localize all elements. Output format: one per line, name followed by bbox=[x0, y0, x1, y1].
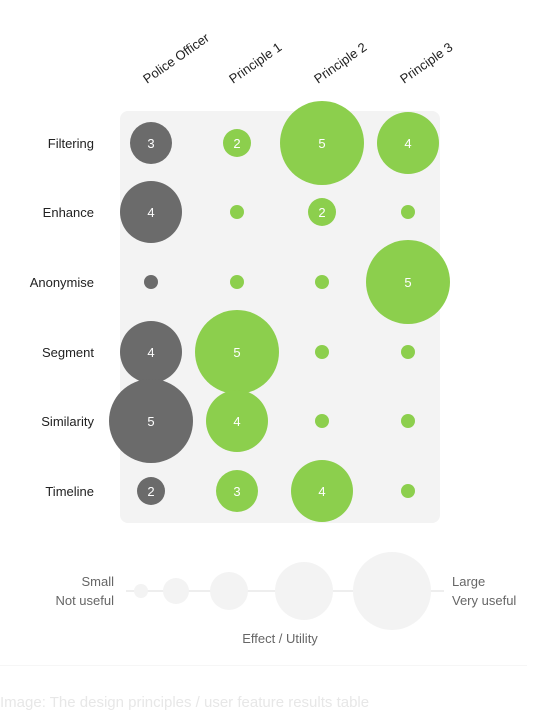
image-caption: Image: The design principles / user feat… bbox=[0, 694, 370, 711]
bubble-anonymise-principle-3 bbox=[366, 240, 450, 324]
bubble-label-filtering-principle-2: 5 bbox=[318, 136, 325, 151]
bubble-similarity-police-officer bbox=[109, 379, 193, 463]
bubble-anonymise-principle-1 bbox=[230, 275, 244, 289]
row-label-anonymise: Anonymise bbox=[30, 275, 94, 290]
bubble-segment-police-officer bbox=[120, 321, 182, 383]
column-label-principle-3: Principle 3 bbox=[397, 39, 455, 86]
matrix-panel bbox=[120, 111, 440, 523]
bubble-label-enhance-police-officer: 4 bbox=[147, 205, 154, 220]
column-label-principle-1: Principle 1 bbox=[226, 39, 284, 86]
legend-bubble-3 bbox=[210, 572, 248, 610]
bubble-similarity-principle-1 bbox=[206, 390, 268, 452]
column-label-police-officer: Police Officer bbox=[140, 30, 212, 87]
bubble-timeline-principle-1 bbox=[216, 470, 258, 512]
column-label-principle-2: Principle 2 bbox=[311, 39, 369, 86]
legend-bubble-4 bbox=[275, 562, 333, 620]
bubble-timeline-principle-2 bbox=[291, 460, 353, 522]
bubble-timeline-police-officer bbox=[137, 477, 165, 505]
bubble-label-similarity-police-officer: 5 bbox=[147, 414, 154, 429]
bubble-filtering-police-officer bbox=[130, 122, 172, 164]
bubble-filtering-principle-1 bbox=[223, 129, 251, 157]
row-labels: Filtering Enhance Anonymise Segment Similari… bbox=[30, 136, 95, 499]
bubble-enhance-principle-1 bbox=[230, 205, 244, 219]
divider bbox=[0, 665, 527, 666]
column-labels: Police Officer Principle 1 Principle 2 Prin… bbox=[140, 30, 455, 87]
bubble-label-anonymise-principle-3: 5 bbox=[404, 275, 411, 290]
legend-bubble-5 bbox=[353, 552, 431, 630]
bubble-segment-principle-3 bbox=[401, 345, 415, 359]
legend-right-top: Large bbox=[452, 574, 485, 589]
bubble-label-segment-principle-1: 5 bbox=[233, 345, 240, 360]
bubble-similarity-principle-2 bbox=[315, 414, 329, 428]
bubble-label-filtering-principle-3: 4 bbox=[404, 136, 411, 151]
legend: Small Not useful Large Very useful Effec… bbox=[55, 552, 516, 646]
bubble-enhance-police-officer bbox=[120, 181, 182, 243]
bubble-filtering-principle-2 bbox=[280, 101, 364, 185]
legend-title: Effect / Utility bbox=[242, 631, 318, 646]
bubble-label-enhance-principle-2: 2 bbox=[318, 205, 325, 220]
bubble-label-segment-police-officer: 4 bbox=[147, 345, 154, 360]
bubble-label-timeline-police-officer: 2 bbox=[147, 484, 154, 499]
bubble-matrix-chart: Police Officer Principle 1 Principle 2 Prin… bbox=[30, 30, 517, 646]
bubble-label-filtering-principle-1: 2 bbox=[233, 136, 240, 151]
bubble-label-similarity-principle-1: 4 bbox=[233, 414, 240, 429]
row-label-timeline: Timeline bbox=[45, 484, 94, 499]
bubble-similarity-principle-3 bbox=[401, 414, 415, 428]
legend-left-bottom: Not useful bbox=[55, 593, 114, 608]
bubble-enhance-principle-2 bbox=[308, 198, 336, 226]
legend-right-bottom: Very useful bbox=[452, 593, 516, 608]
bubble-filtering-principle-3 bbox=[377, 112, 439, 174]
bubble-anonymise-principle-2 bbox=[315, 275, 329, 289]
bubble-label-timeline-principle-1: 3 bbox=[233, 484, 240, 499]
row-label-enhance: Enhance bbox=[43, 205, 94, 220]
legend-bubble-2 bbox=[163, 578, 189, 604]
bubble-timeline-principle-3 bbox=[401, 484, 415, 498]
bubble-label-filtering-police-officer: 3 bbox=[147, 136, 154, 151]
row-label-segment: Segment bbox=[42, 345, 94, 360]
legend-bubble-1 bbox=[134, 584, 148, 598]
row-label-similarity: Similarity bbox=[41, 414, 94, 429]
row-label-filtering: Filtering bbox=[48, 136, 94, 151]
bubble-enhance-principle-3 bbox=[401, 205, 415, 219]
bubble-label-timeline-principle-2: 4 bbox=[318, 484, 325, 499]
bubble-anonymise-police-officer bbox=[144, 275, 158, 289]
bubble-segment-principle-1 bbox=[195, 310, 279, 394]
bubbles: 3 2 5 4 4 2 5 4 5 5 4 2 3 4 bbox=[109, 101, 450, 522]
legend-left-top: Small bbox=[81, 574, 114, 589]
bubble-segment-principle-2 bbox=[315, 345, 329, 359]
